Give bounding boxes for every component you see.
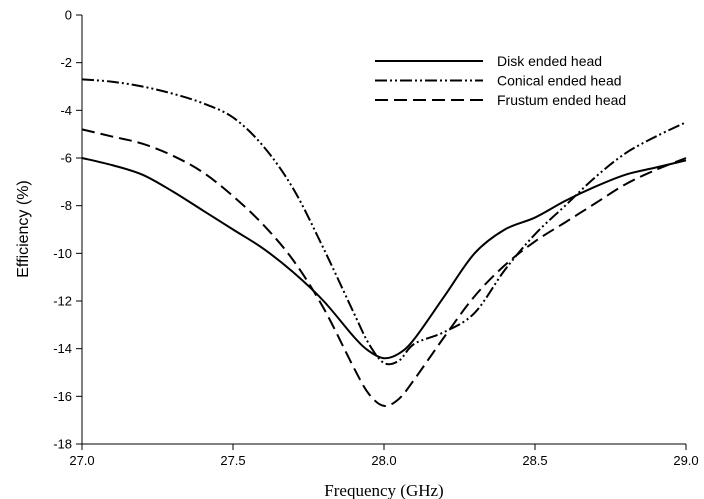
y-tick-label: -10 bbox=[53, 246, 72, 261]
x-tick-label: 28.5 bbox=[522, 453, 547, 468]
y-tick-label: -4 bbox=[60, 103, 72, 118]
y-tick-label: -6 bbox=[60, 151, 72, 166]
series-line-2 bbox=[81, 78, 687, 366]
x-tick-label: 28.0 bbox=[371, 453, 396, 468]
y-axis-title: Efficiency (%) bbox=[15, 180, 32, 278]
series-layer bbox=[81, 78, 687, 407]
y-tick-label: -14 bbox=[53, 341, 72, 356]
x-axis-title: Frequency (GHz) bbox=[324, 481, 443, 499]
legend-label-1: Disk ended head bbox=[497, 53, 602, 69]
series-line-3 bbox=[81, 128, 687, 407]
legend-label-3: Frustum ended head bbox=[497, 92, 626, 108]
y-tick-label: -16 bbox=[53, 389, 72, 404]
y-tick-label: 0 bbox=[65, 8, 72, 23]
x-tick-label: 27.0 bbox=[69, 453, 94, 468]
y-tick-label: -8 bbox=[60, 198, 72, 213]
y-tick-label: -2 bbox=[60, 55, 72, 70]
x-tick-label: 27.5 bbox=[220, 453, 245, 468]
legend-label-2: Conical ended head bbox=[497, 73, 622, 89]
series-line-1 bbox=[81, 157, 687, 360]
y-tick-label: -18 bbox=[53, 437, 72, 452]
y-tick-label: -12 bbox=[53, 294, 72, 309]
legend: Disk ended head Conical ended head Frustum… bbox=[375, 53, 626, 108]
x-tick-label: 29.0 bbox=[673, 453, 698, 468]
